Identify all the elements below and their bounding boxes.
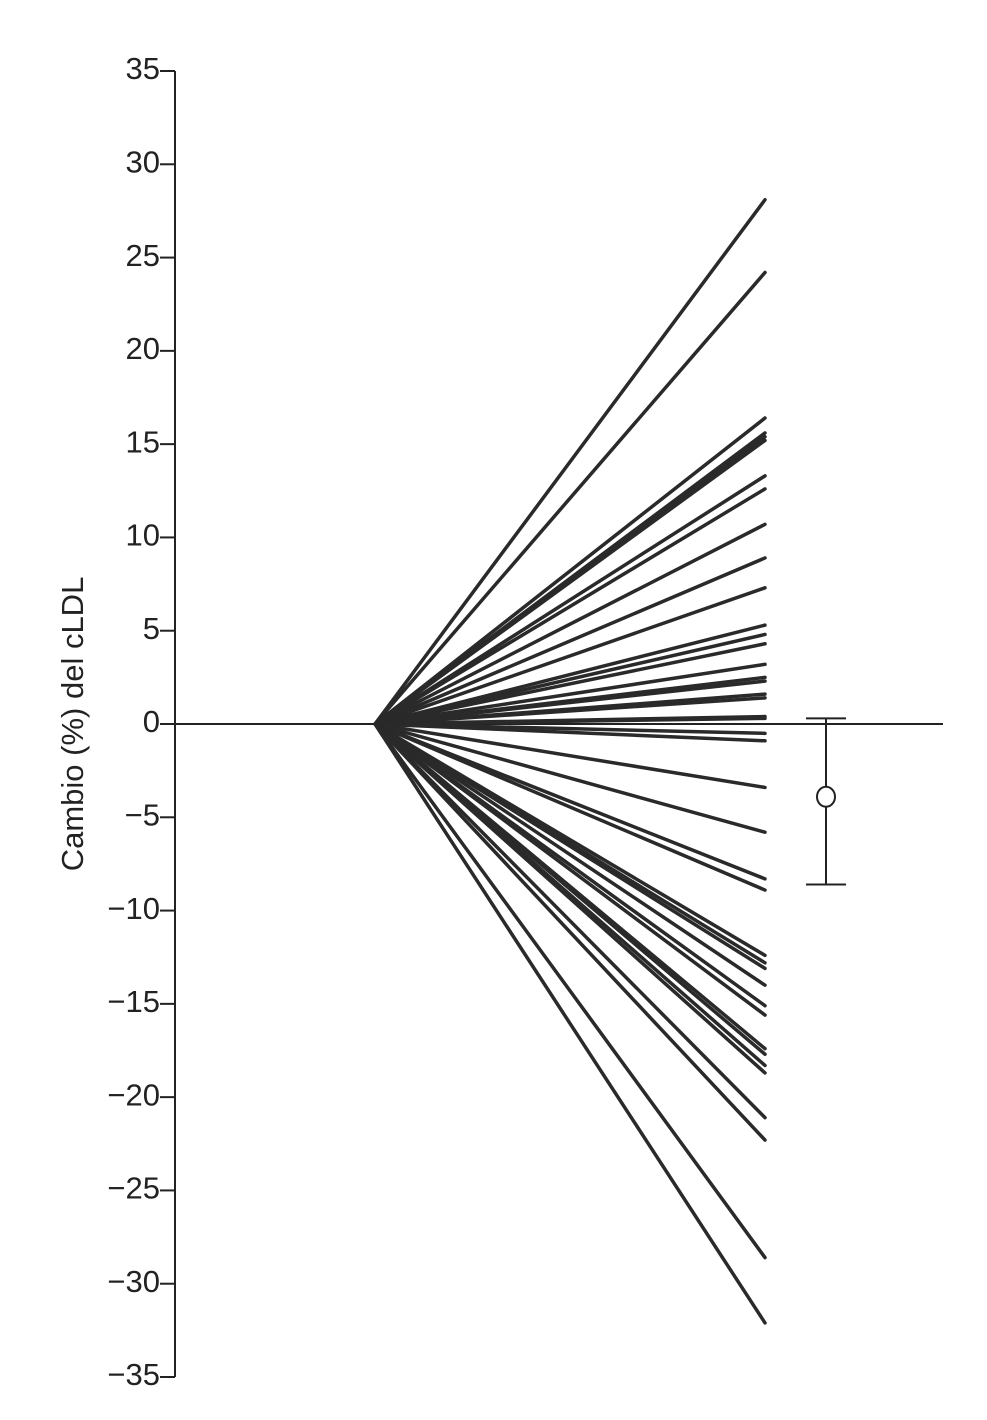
- y-tick-label: 30: [126, 144, 160, 179]
- series-line: [373, 722, 767, 1120]
- series-line: [373, 722, 767, 987]
- series-line: [373, 270, 767, 726]
- series-line: [373, 474, 767, 726]
- series-line: [373, 416, 767, 726]
- y-tick-label: −25: [107, 1171, 160, 1206]
- series-line: [373, 487, 767, 726]
- y-tick-label: 25: [126, 238, 160, 273]
- series-line: [373, 556, 767, 726]
- y-tick-label: 10: [126, 518, 160, 553]
- series-line: [373, 662, 767, 726]
- series-line: [373, 722, 767, 1075]
- series-line: [373, 722, 767, 1142]
- series-line: [373, 716, 767, 726]
- series-line: [373, 722, 767, 834]
- series-line: [373, 722, 767, 1325]
- series-line: [373, 642, 767, 726]
- series-line: [373, 722, 767, 790]
- series-line: [373, 722, 767, 1017]
- series-line: [373, 696, 767, 726]
- y-tick-label: 35: [126, 51, 160, 86]
- series-line: [373, 586, 767, 726]
- series-line: [373, 722, 767, 892]
- y-tick-label: −35: [107, 1357, 160, 1392]
- y-tick-label: 5: [143, 611, 160, 646]
- y-tick-label: 0: [143, 704, 160, 739]
- y-axis-label: Cambio (%) del cLDL: [55, 577, 90, 872]
- y-tick-label: −20: [107, 1077, 160, 1112]
- series-line: [373, 197, 767, 726]
- series-line: [373, 722, 767, 743]
- series-line: [373, 722, 767, 1260]
- y-tick-label: 20: [126, 331, 160, 366]
- series-line: [373, 522, 767, 726]
- y-tick-label: −30: [107, 1264, 160, 1299]
- y-tick-label: −10: [107, 891, 160, 926]
- series-line: [373, 722, 767, 971]
- y-tick-label: 15: [126, 424, 160, 459]
- series-line: [373, 438, 767, 726]
- y-tick-label: −15: [107, 984, 160, 1019]
- series-line: [373, 679, 767, 726]
- y-tick-label: −5: [125, 797, 160, 832]
- mean-marker: [816, 785, 836, 808]
